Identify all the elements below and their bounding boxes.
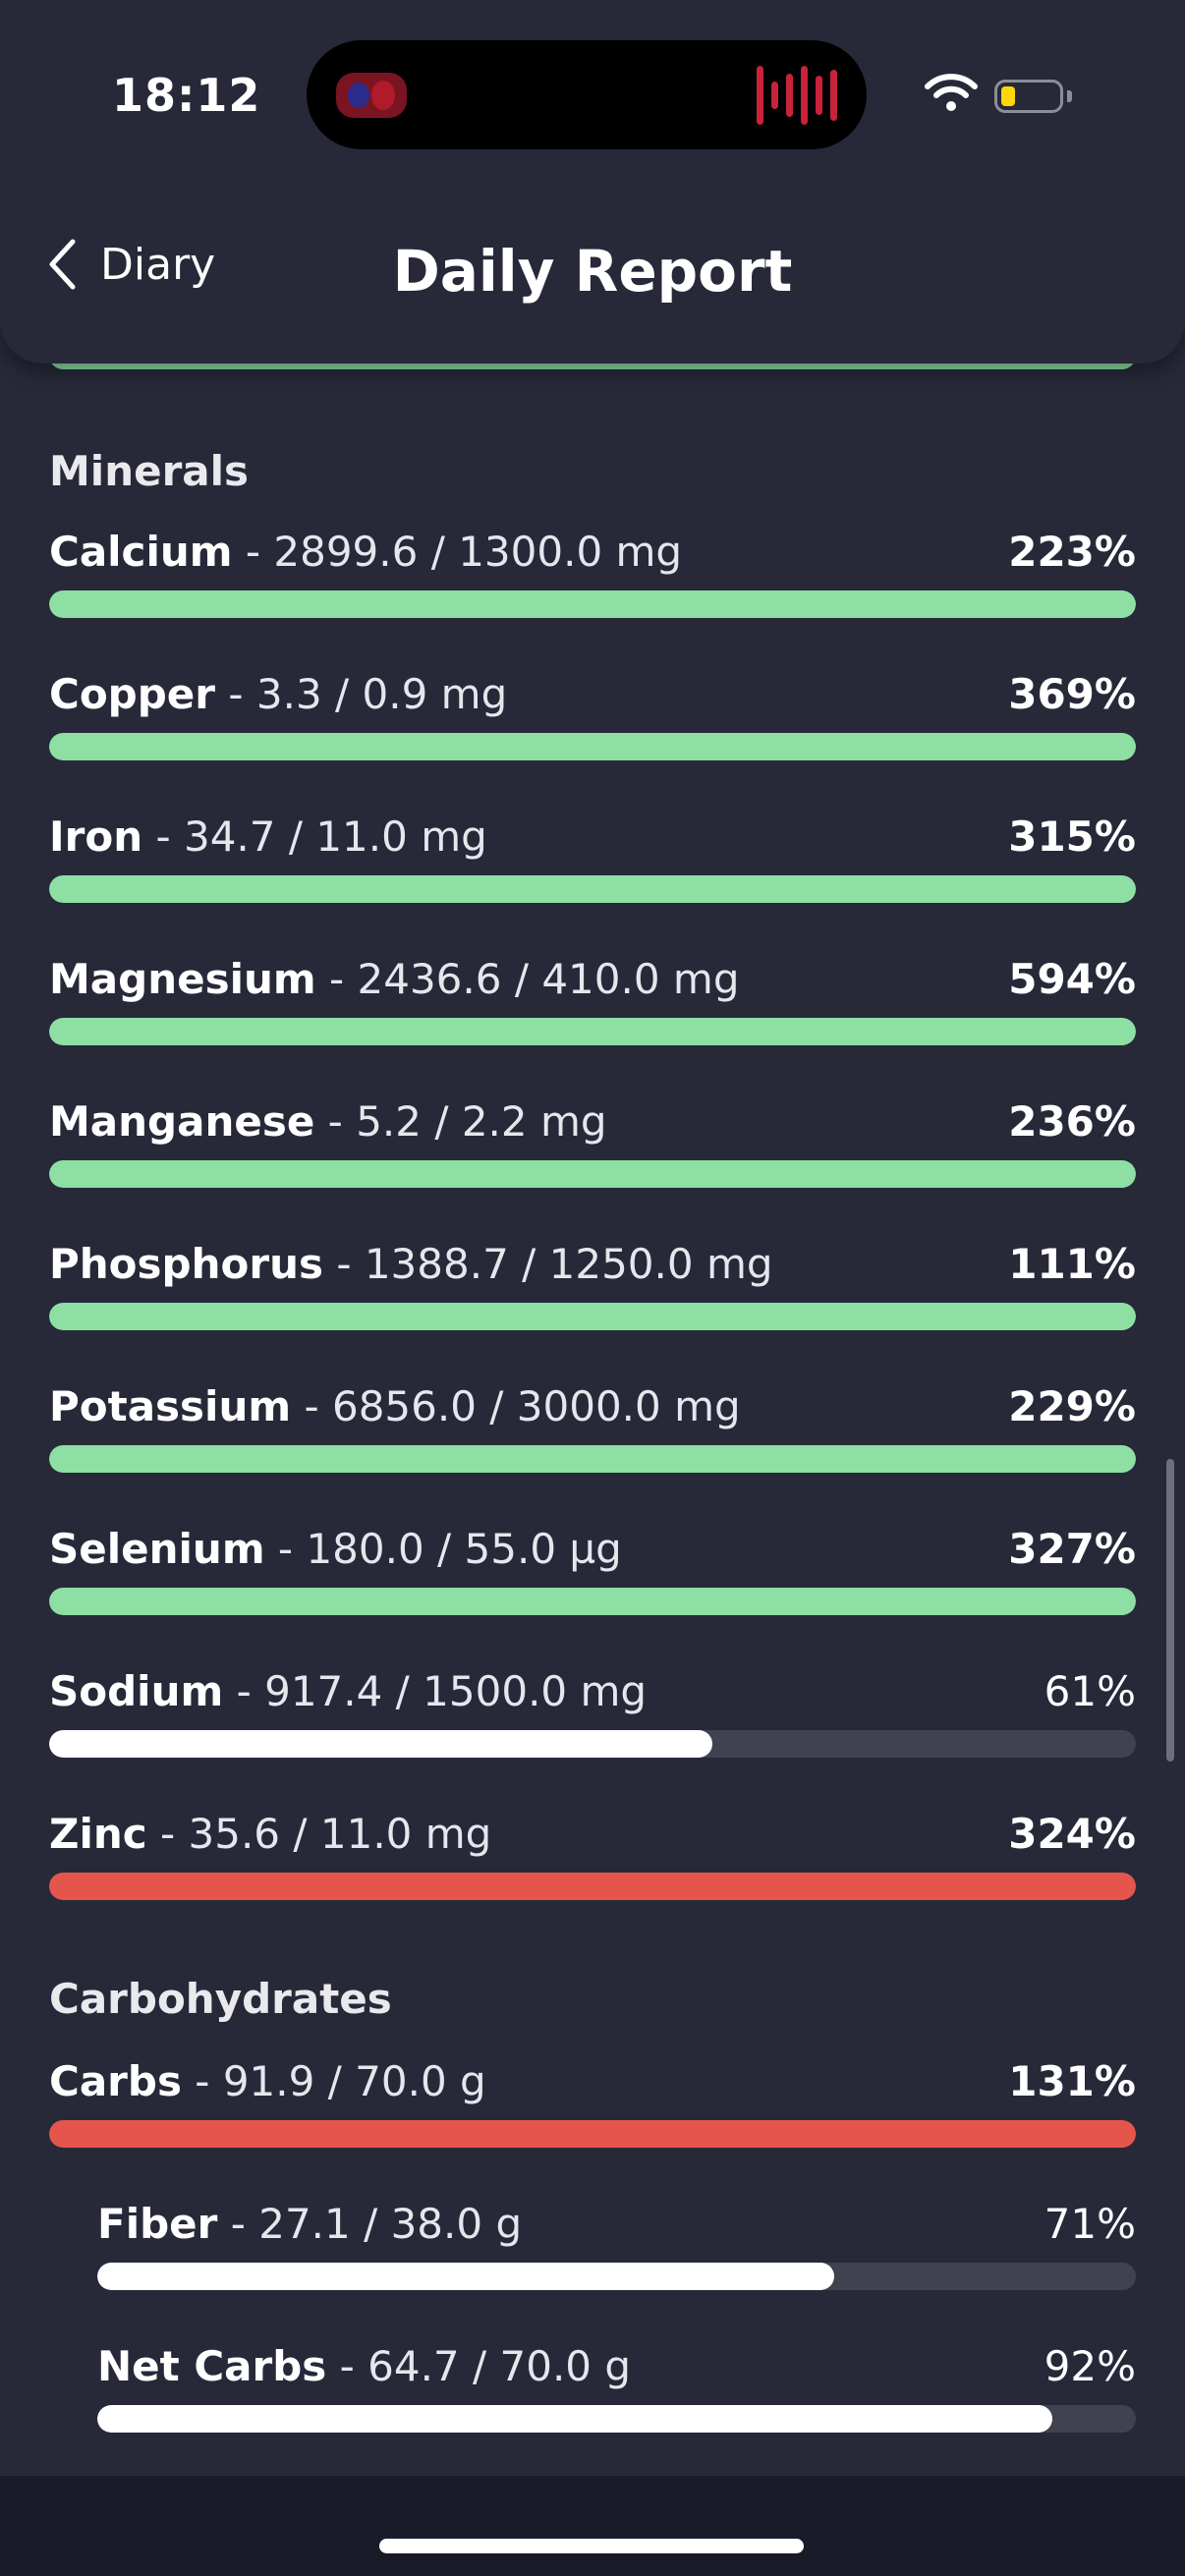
progress-bar-manganese [49,1160,1136,1188]
progress-fill-iron [49,875,1136,903]
row-percent-iron: 315% [1008,812,1136,861]
row-percent-manganese: 236% [1008,1097,1136,1146]
report-content[interactable]: Minerals Calcium - 2899.6 / 1300.0 mg 22… [0,0,1185,2476]
back-label: Diary [100,239,216,290]
row-label-copper: Copper - 3.3 / 0.9 mg [49,670,508,718]
nav-header: Diary Daily Report [0,167,1185,364]
progress-fill-zinc [49,1873,1136,1900]
row-label-phosphorus: Phosphorus - 1388.7 / 1250.0 mg [49,1240,773,1288]
row-label-net-carbs: Net Carbs - 64.7 / 70.0 g [97,2342,632,2390]
progress-bar-phosphorus [49,1303,1136,1330]
progress-bar-calcium [49,590,1136,618]
row-label-manganese: Manganese - 5.2 / 2.2 mg [49,1097,607,1146]
page-title: Daily Report [392,238,793,305]
row-label-calcium: Calcium - 2899.6 / 1300.0 mg [49,528,683,576]
progress-fill-magnesium [49,1018,1136,1045]
row-label-carbs: Carbs - 91.9 / 70.0 g [49,2057,486,2105]
progress-bar-magnesium [49,1018,1136,1045]
progress-fill-potassium [49,1445,1136,1473]
bottom-safe-area [0,2476,1185,2576]
progress-fill-selenium [49,1588,1136,1615]
progress-fill-phosphorus [49,1303,1136,1330]
progress-bar-net-carbs [97,2405,1136,2433]
progress-bar-fiber [97,2263,1136,2290]
status-bar: 18:12 [0,0,1185,167]
home-indicator[interactable] [379,2539,804,2553]
progress-fill-copper [49,733,1136,760]
wifi-icon [925,74,978,111]
back-button[interactable]: Diary [47,238,215,291]
row-percent-fiber: 71% [1044,2200,1136,2248]
progress-bar-copper [49,733,1136,760]
row-percent-zinc: 324% [1008,1810,1136,1858]
row-percent-net-carbs: 92% [1044,2342,1136,2390]
battery-icon [994,80,1063,113]
scrollbar[interactable] [1166,1459,1174,1762]
row-percent-sodium: 61% [1044,1667,1136,1715]
row-label-potassium: Potassium - 6856.0 / 3000.0 mg [49,1382,741,1430]
progress-bar-iron [49,875,1136,903]
row-label-fiber: Fiber - 27.1 / 38.0 g [97,2200,523,2248]
row-percent-phosphorus: 111% [1008,1240,1136,1288]
row-label-zinc: Zinc - 35.6 / 11.0 mg [49,1810,492,1858]
dynamic-island[interactable] [307,40,867,149]
progress-fill-calcium [49,590,1136,618]
progress-bar-selenium [49,1588,1136,1615]
row-label-magnesium: Magnesium - 2436.6 / 410.0 mg [49,955,740,1003]
row-label-selenium: Selenium - 180.0 / 55.0 µg [49,1525,622,1573]
section-title-minerals: Minerals [49,447,250,495]
row-label-sodium: Sodium - 917.4 / 1500.0 mg [49,1667,648,1715]
row-percent-selenium: 327% [1008,1525,1136,1573]
row-percent-copper: 369% [1008,670,1136,718]
row-percent-magnesium: 594% [1008,955,1136,1003]
chevron-left-icon [49,239,76,290]
progress-bar-sodium [49,1730,1136,1758]
row-percent-potassium: 229% [1008,1382,1136,1430]
progress-bar-potassium [49,1445,1136,1473]
progress-fill-sodium [49,1730,712,1758]
row-percent-carbs: 131% [1008,2057,1136,2105]
row-label-iron: Iron - 34.7 / 11.0 mg [49,812,487,861]
now-playing-artwork-icon [336,73,407,118]
progress-bar-zinc [49,1873,1136,1900]
status-time: 18:12 [112,69,261,122]
section-title-carbohydrates: Carbohydrates [49,1975,392,2023]
audio-waveform-icon [757,64,837,127]
progress-bar-carbs [49,2120,1136,2148]
progress-fill-carbs [49,2120,1136,2148]
progress-fill-net-carbs [97,2405,1053,2433]
battery-cap-icon [1067,90,1072,102]
progress-fill-manganese [49,1160,1136,1188]
row-percent-calcium: 223% [1008,528,1136,576]
progress-fill-fiber [97,2263,835,2290]
